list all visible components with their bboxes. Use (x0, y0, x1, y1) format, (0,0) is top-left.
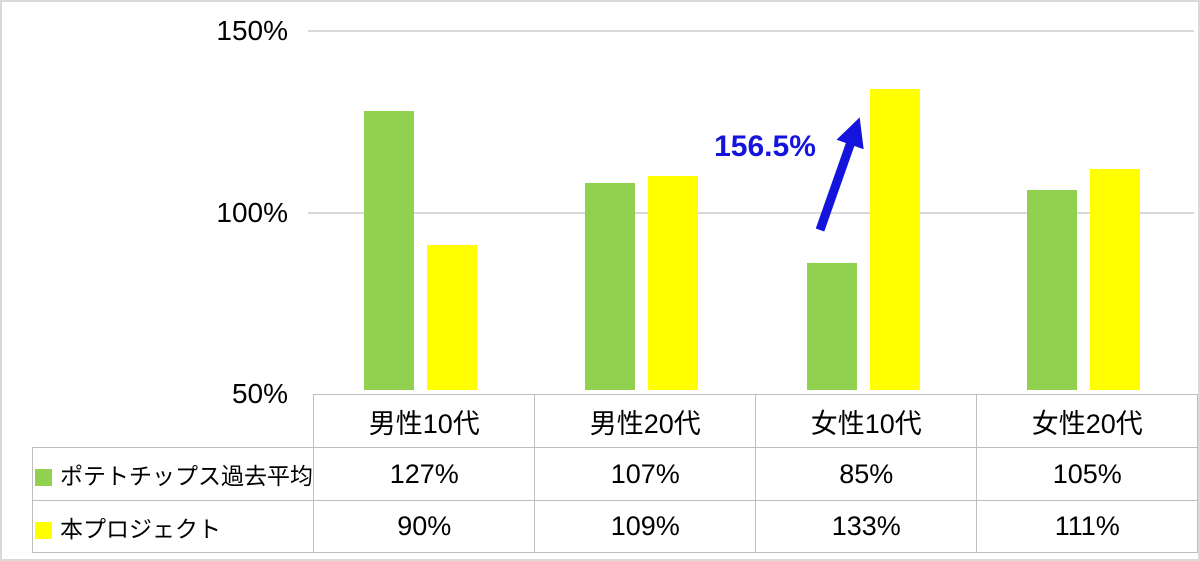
bar-project-female-10s (870, 88, 920, 390)
category-header-male-20s: 男性20代 (534, 394, 756, 448)
bar-project-female-20s (1090, 168, 1140, 390)
value-past-average-female-20s: 105% (976, 447, 1198, 501)
value-project-male-20s: 109% (534, 500, 756, 553)
gridline-150 (308, 30, 1194, 32)
value-project-male-10s: 90% (312, 500, 536, 553)
y-axis-tick-50: 50% (231, 378, 288, 409)
bar-group-male-10s (364, 110, 477, 390)
annotation-arrow-icon (815, 117, 864, 232)
bar-group-female-20s (1027, 168, 1140, 390)
legend-swatch-project-icon (35, 521, 52, 539)
annotation-value-label: 156.5% (714, 130, 816, 163)
y-axis-tick-100: 100% (216, 197, 288, 228)
category-header-female-10s: 女性10代 (754, 394, 978, 448)
data-table: 男性10代 男性20代 女性10代 女性20代 ポテトチップス過去平均 127%… (32, 394, 1198, 553)
legend-swatch-past-average-icon (35, 469, 52, 486)
bar-project-male-20s (648, 175, 698, 390)
gridline-100 (308, 212, 1194, 214)
value-past-average-male-10s: 127% (312, 447, 536, 501)
value-past-average-female-10s: 85% (754, 447, 978, 501)
series-name-project: 本プロジェクト (60, 515, 221, 542)
series-name-past-average: ポテトチップス過去平均 (60, 463, 313, 489)
series-label-project: 本プロジェクト (32, 500, 314, 553)
category-header-male-10s: 男性10代 (312, 394, 536, 448)
value-past-average-male-20s: 107% (534, 447, 756, 501)
bar-past-average-male-20s (585, 183, 635, 390)
series-label-past-average: ポテトチップス過去平均 (32, 447, 314, 501)
table-corner-cell (33, 395, 314, 448)
value-project-female-10s: 133% (754, 500, 978, 553)
bar-project-male-10s (427, 244, 477, 390)
category-header-female-20s: 女性20代 (976, 394, 1198, 448)
value-project-female-20s: 111% (976, 500, 1198, 553)
bar-past-average-female-10s (807, 263, 857, 390)
bar-past-average-male-10s (364, 110, 414, 390)
bar-past-average-female-20s (1027, 190, 1077, 390)
y-axis-tick-150: 150% (216, 15, 288, 46)
bar-group-male-20s (585, 175, 698, 390)
bar-group-female-10s (807, 88, 920, 390)
